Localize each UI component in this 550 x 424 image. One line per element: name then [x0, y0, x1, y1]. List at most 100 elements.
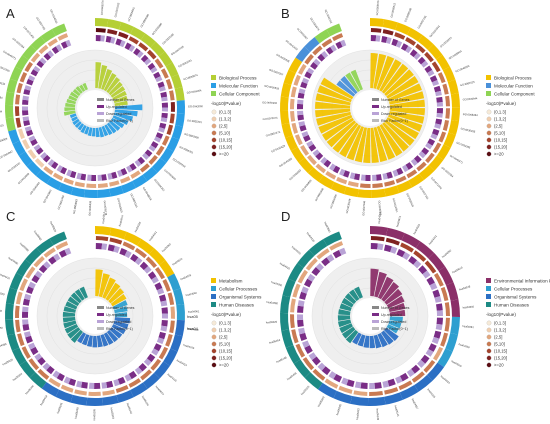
rich-factor-bar — [341, 326, 356, 339]
down-regulated-segment — [417, 359, 426, 368]
down-regulated-segment — [160, 325, 168, 332]
term-label: GO:0030335 — [0, 78, 6, 86]
rich-factor-bar — [95, 62, 102, 89]
rich-factor-bar — [382, 122, 409, 152]
rich-factor-bar — [63, 110, 76, 116]
term-label: hsa05144 — [141, 395, 151, 407]
panel-letter: C — [6, 209, 15, 224]
rich-factor-bar — [388, 320, 402, 329]
up-regulated-segment — [304, 71, 313, 79]
term-label: hsa00590 — [323, 221, 332, 234]
category-legend-swatch — [211, 286, 216, 291]
down-regulated-segment — [354, 381, 362, 389]
category-segment — [25, 247, 42, 265]
pvalue-legend-dot — [211, 123, 217, 129]
inner-legend-swatch — [97, 119, 104, 122]
inner-legend-label: Rich Factor(0~1) — [381, 327, 408, 331]
up-regulated-segment — [411, 364, 421, 374]
category-segment — [384, 185, 400, 197]
term-label: hsa05166 — [24, 384, 35, 396]
category-segment — [384, 392, 403, 405]
term-label: GO:0005539 — [88, 200, 93, 216]
down-regulated-segment — [402, 252, 411, 261]
up-regulated-segment — [159, 122, 167, 129]
category-segment — [97, 188, 111, 198]
pvalue-segment — [290, 314, 295, 329]
rich-factor-bar — [388, 114, 423, 132]
pvalue-segment — [161, 135, 170, 146]
up-regulated-segment — [95, 243, 103, 250]
term-label: hsa05020 — [266, 320, 278, 325]
rich-factor-bar — [326, 120, 357, 148]
term-label: hsa04668 — [187, 326, 199, 332]
term-label: hsa04010 — [0, 308, 3, 313]
pvalue-legend-title: -log10(Pvalue) — [211, 312, 241, 317]
term-label: GO:0001968 — [56, 194, 65, 210]
down-regulated-segment — [301, 131, 309, 138]
category-segment — [95, 226, 112, 236]
pvalue-segment — [445, 95, 450, 107]
category-segment — [176, 100, 186, 114]
term-label: hsa04668 — [458, 342, 471, 349]
rich-factor-bar — [114, 100, 128, 107]
up-regulated-segment — [42, 154, 51, 163]
pvalue-legend-dot — [486, 137, 492, 143]
up-regulated-segment — [36, 60, 45, 69]
down-regulated-segment — [297, 110, 304, 116]
category-segment — [26, 161, 42, 176]
pvalue-segment — [154, 58, 164, 69]
pvalue-legend-title: -log10(Pvalue) — [211, 101, 241, 106]
inner-legend-swatch — [372, 313, 379, 316]
pvalue-legend-label: (5,10] — [219, 131, 230, 136]
pvalue-segment — [17, 333, 25, 347]
rich-factor-bar — [112, 300, 128, 310]
rich-factor-bar — [95, 269, 103, 297]
down-regulated-segment — [301, 77, 310, 84]
pvalue-segment — [95, 28, 106, 33]
pvalue-segment — [411, 371, 425, 383]
down-regulated-segment — [395, 375, 403, 384]
pvalue-segment — [298, 63, 307, 75]
term-label: GO:0001501 — [177, 58, 193, 68]
pvalue-segment — [294, 134, 303, 146]
term-label: hsa04640 — [185, 291, 198, 298]
up-regulated-segment — [69, 170, 77, 179]
rich-factor-bar — [112, 115, 129, 126]
down-regulated-segment — [76, 172, 82, 180]
category-segment — [176, 304, 185, 321]
category-segment — [109, 185, 124, 197]
term-label: GO:0007155 — [170, 44, 185, 56]
down-regulated-segment — [315, 262, 324, 272]
category-segment — [370, 226, 388, 236]
rich-factor-bar — [321, 117, 354, 141]
down-regulated-segment — [385, 37, 392, 44]
rich-factor-bar — [387, 83, 422, 102]
category-segment — [5, 303, 14, 320]
up-regulated-segment — [333, 373, 343, 383]
pvalue-segment — [291, 329, 299, 344]
down-regulated-segment — [113, 379, 120, 387]
pvalue-segment — [148, 154, 158, 165]
up-regulated-segment — [111, 171, 118, 179]
rich-factor-bar — [354, 127, 368, 163]
pvalue-legend-label: (5,10] — [219, 342, 230, 347]
term-label: hsa04014 — [440, 374, 452, 385]
down-regulated-segment — [340, 39, 347, 47]
up-regulated-segment — [335, 41, 343, 50]
pvalue-segment — [395, 175, 407, 184]
category-legend-label: Human Diseases — [494, 303, 530, 308]
rich-factor-bar — [65, 301, 78, 310]
down-regulated-segment — [329, 163, 336, 171]
term-label: hsa05205 — [335, 403, 343, 416]
down-regulated-segment — [107, 173, 113, 180]
pvalue-legend-label: (15,20] — [494, 356, 507, 361]
rich-factor-bar — [340, 76, 358, 95]
term-label: GO:0071456 — [23, 25, 36, 39]
down-regulated-segment — [151, 276, 159, 284]
term-label: hsa04015 — [451, 359, 463, 368]
term-label: GO:0051384 — [440, 166, 454, 179]
rich-factor-bar — [72, 88, 81, 97]
up-regulated-segment — [315, 152, 324, 161]
up-regulated-segment — [161, 319, 168, 327]
up-regulated-segment — [391, 38, 399, 47]
